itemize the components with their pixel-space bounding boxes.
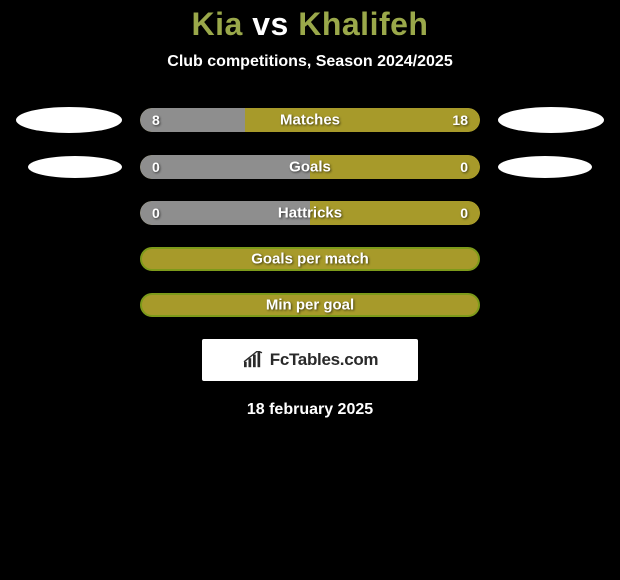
player2-badge-icon (498, 107, 604, 133)
gpm-label: Goals per match (251, 250, 369, 267)
mpg-label: Min per goal (266, 296, 354, 313)
player1-badge-icon (16, 107, 122, 133)
goals-bar: 0 Goals 0 (140, 155, 480, 179)
matches-left-value: 8 (152, 112, 160, 128)
goals-right-fill (310, 155, 480, 179)
mpg-bar: Min per goal (140, 293, 480, 317)
goals-left-fill (140, 155, 310, 179)
matches-row: 8 Matches 18 (0, 107, 620, 133)
hattricks-left-value: 0 (152, 205, 160, 221)
subtitle: Club competitions, Season 2024/2025 (0, 53, 620, 71)
gpm-row: Goals per match (0, 247, 620, 271)
brand-text: FcTables.com (270, 350, 379, 370)
stats-card: Kia vs Khalifeh Club competitions, Seaso… (0, 0, 620, 419)
vs-text: vs (252, 6, 289, 42)
player1-name: Kia (192, 6, 243, 42)
hattricks-label: Hattricks (278, 205, 342, 222)
goals-row: 0 Goals 0 (0, 155, 620, 179)
gpm-bar: Goals per match (140, 247, 480, 271)
player1-badge-icon (28, 156, 122, 178)
hattricks-right-value: 0 (460, 205, 468, 221)
matches-bar: 8 Matches 18 (140, 108, 480, 132)
goals-right-value: 0 (460, 159, 468, 175)
hattricks-bar: 0 Hattricks 0 (140, 201, 480, 225)
matches-label: Matches (280, 112, 340, 129)
hattricks-row: 0 Hattricks 0 (0, 201, 620, 225)
player2-name: Khalifeh (298, 6, 428, 42)
goals-left-value: 0 (152, 159, 160, 175)
mpg-row: Min per goal (0, 293, 620, 317)
matches-right-value: 18 (452, 112, 468, 128)
brand-box: FcTables.com (202, 339, 418, 381)
bar-chart-icon (242, 351, 264, 369)
date-text: 18 february 2025 (0, 401, 620, 419)
goals-label: Goals (289, 159, 331, 176)
title: Kia vs Khalifeh (0, 6, 620, 43)
player2-badge-icon (498, 156, 592, 178)
